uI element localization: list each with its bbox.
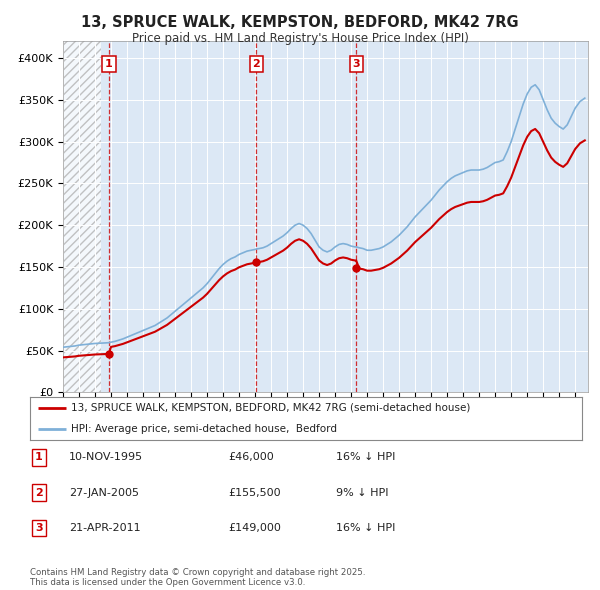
Text: 10-NOV-1995: 10-NOV-1995 xyxy=(69,453,143,462)
Text: HPI: Average price, semi-detached house,  Bedford: HPI: Average price, semi-detached house,… xyxy=(71,424,337,434)
Text: £149,000: £149,000 xyxy=(228,523,281,533)
Text: Contains HM Land Registry data © Crown copyright and database right 2025.
This d: Contains HM Land Registry data © Crown c… xyxy=(30,568,365,587)
Text: 13, SPRUCE WALK, KEMPSTON, BEDFORD, MK42 7RG: 13, SPRUCE WALK, KEMPSTON, BEDFORD, MK42… xyxy=(81,15,519,30)
Text: Price paid vs. HM Land Registry's House Price Index (HPI): Price paid vs. HM Land Registry's House … xyxy=(131,32,469,45)
Text: 2: 2 xyxy=(35,488,43,497)
Text: 16% ↓ HPI: 16% ↓ HPI xyxy=(336,523,395,533)
Text: 27-JAN-2005: 27-JAN-2005 xyxy=(69,488,139,497)
Text: 13, SPRUCE WALK, KEMPSTON, BEDFORD, MK42 7RG (semi-detached house): 13, SPRUCE WALK, KEMPSTON, BEDFORD, MK42… xyxy=(71,403,471,412)
Text: 3: 3 xyxy=(35,523,43,533)
Text: 1: 1 xyxy=(105,59,113,69)
Text: 9% ↓ HPI: 9% ↓ HPI xyxy=(336,488,389,497)
Text: £155,500: £155,500 xyxy=(228,488,281,497)
Text: 2: 2 xyxy=(253,59,260,69)
Text: £46,000: £46,000 xyxy=(228,453,274,462)
Text: 16% ↓ HPI: 16% ↓ HPI xyxy=(336,453,395,462)
Text: 1: 1 xyxy=(35,453,43,462)
Text: 21-APR-2011: 21-APR-2011 xyxy=(69,523,140,533)
Text: 3: 3 xyxy=(352,59,360,69)
